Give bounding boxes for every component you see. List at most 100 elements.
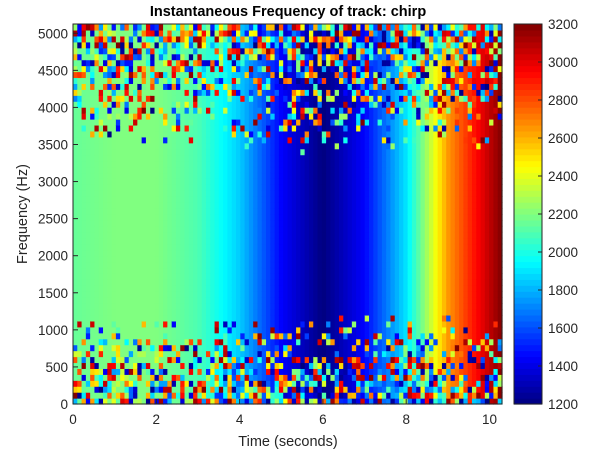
heatmap-cell [171,190,177,197]
heatmap-cell [377,297,383,304]
heatmap-cell [115,29,121,37]
heatmap-cell [313,237,319,245]
heatmap-cell [351,255,357,263]
heatmap-cell [197,267,203,274]
heatmap-cell [124,350,130,358]
heatmap-cell [253,314,259,322]
heatmap-cell [158,386,164,393]
heatmap-cell [321,285,327,292]
heatmap-cell [163,29,168,37]
heatmap-cell [291,297,297,304]
heatmap-cell [390,148,396,156]
heatmap-cell [253,24,259,31]
heatmap-cell [338,53,344,61]
heatmap-cell [244,160,250,168]
heatmap-cell [85,101,91,108]
heatmap-cell [150,65,156,73]
heatmap-cell [193,338,199,346]
heatmap-cell [356,291,362,298]
heatmap-cell [210,314,216,322]
heatmap-cell [338,107,344,114]
heatmap-cell [158,196,164,203]
heatmap-cell [231,65,237,73]
heatmap-cell [304,214,310,221]
heatmap-cell [107,89,113,96]
heatmap-cell [394,338,400,346]
heatmap-cell [377,29,383,37]
heatmap-cell [201,107,207,114]
heatmap-cell [141,83,147,90]
heatmap-cell [407,380,413,387]
heatmap-cell [364,344,370,352]
heatmap-cell [313,113,319,120]
heatmap-cell [334,77,340,84]
heatmap-cell [394,297,400,304]
heatmap-cell [394,332,400,340]
heatmap-cell [338,285,344,292]
heatmap-cell [369,89,374,96]
heatmap-cell [313,124,319,132]
heatmap-cell [240,142,246,150]
heatmap-cell [218,202,224,209]
heatmap-cell [248,368,254,375]
heatmap-cell [373,190,379,197]
heatmap-cell [145,65,151,73]
heatmap-cell [240,297,246,304]
heatmap-cell [184,273,190,280]
heatmap-cell [201,392,207,399]
heatmap-cell [244,101,250,108]
heatmap-cell [326,386,331,393]
heatmap-cell [90,41,96,49]
heatmap-cell [154,368,160,375]
heatmap-cell [163,338,168,346]
heatmap-cell [77,101,83,108]
heatmap-cell [360,303,366,310]
heatmap-cell [115,309,121,316]
heatmap-cell [313,160,319,168]
heatmap-cell [201,368,207,375]
heatmap-cell [266,214,271,221]
heatmap-cell [257,178,263,185]
heatmap-cell [334,243,340,251]
heatmap-cell [231,279,237,286]
heatmap-cell [163,291,168,298]
heatmap-cell [373,291,379,298]
heatmap-cell [270,89,276,96]
heatmap-cell [98,83,104,90]
heatmap-cell [197,297,203,304]
heatmap-cell [85,190,91,197]
heatmap-cell [248,196,254,203]
heatmap-cell [111,65,117,73]
heatmap-cell [291,303,297,310]
heatmap-cell [386,374,392,381]
heatmap-cell [377,148,383,156]
heatmap-cell [201,95,207,102]
heatmap-cell [124,303,130,310]
heatmap-cell [73,362,78,369]
heatmap-cell [313,285,319,292]
heatmap-cell [73,303,78,310]
heatmap-cell [377,356,383,364]
heatmap-cell [205,148,211,156]
heatmap-cell [158,71,164,79]
heatmap-cell [184,380,190,387]
heatmap-cell [81,154,87,162]
heatmap-cell [171,356,177,364]
heatmap-cell [381,285,387,292]
heatmap-cell [356,219,362,227]
heatmap-cell [205,77,211,84]
heatmap-cell [167,332,173,340]
heatmap-cell [373,344,379,352]
heatmap-cell [403,83,409,90]
heatmap-cell [227,219,233,227]
heatmap-cell [369,29,374,37]
heatmap-cell [236,119,241,126]
heatmap-cell [347,225,353,233]
heatmap-cell [347,65,353,73]
heatmap-cell [188,380,194,387]
heatmap-cell [90,202,96,209]
heatmap-cell [257,303,263,310]
heatmap-cell [360,119,366,126]
heatmap-cell [214,208,220,215]
heatmap-cell [167,249,173,257]
